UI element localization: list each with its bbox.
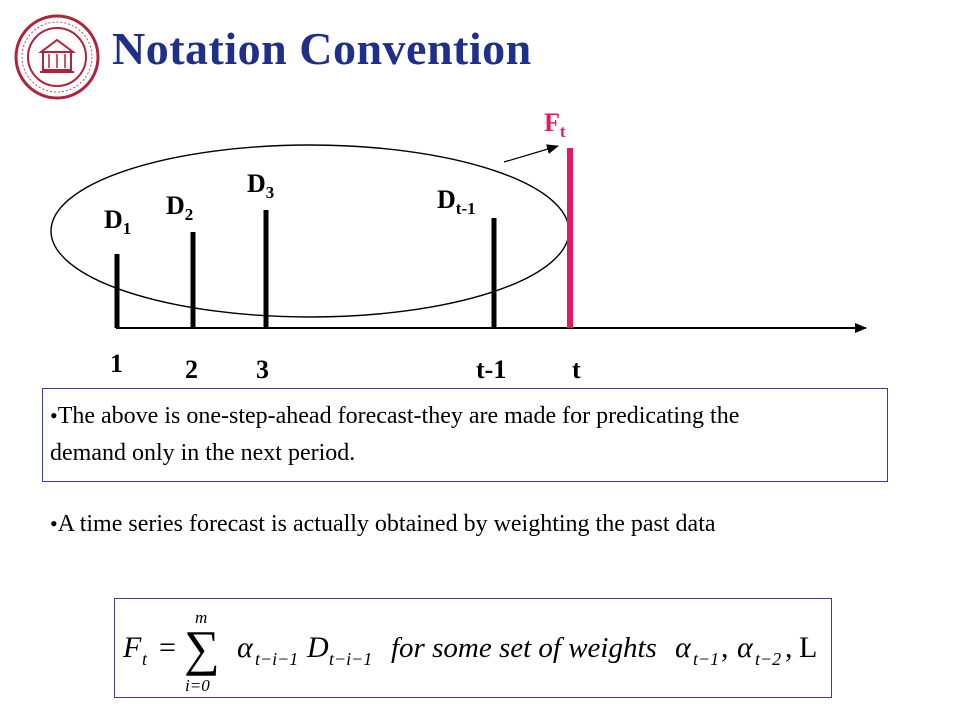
forecast-formula: F t = ∑ m i=0 α t−i−1 D t−i−1 for some s…: [122, 608, 817, 695]
formula-w1-sub: t−1: [693, 649, 719, 669]
formula-w1: α: [675, 631, 692, 664]
label-dt-1: Dt-1: [437, 185, 476, 218]
tick-1: 1: [110, 349, 123, 378]
bullet-1: •The above is one-step-ahead forecast-th…: [50, 397, 790, 472]
bullet-1-text: The above is one-step-ahead forecast-the…: [50, 403, 740, 466]
formula-lhs: F: [122, 631, 142, 664]
formula-lhs-sub: t: [142, 649, 148, 669]
tick-3: 3: [256, 355, 269, 384]
formula-box: F t = ∑ m i=0 α t−i−1 D t−i−1 for some s…: [114, 598, 832, 698]
formula-w2-sub: t−2: [755, 649, 781, 669]
label-ft: Ft: [544, 108, 566, 141]
formula-alpha: α: [237, 631, 254, 664]
university-seal-icon: [14, 14, 100, 100]
formula-text: for some set of weights: [391, 632, 657, 664]
label-d2: D2: [166, 191, 193, 224]
formula-equals: =: [159, 631, 176, 664]
formula-sep1: ,: [721, 631, 729, 664]
tick-2: 2: [185, 355, 198, 384]
formula-sigma: ∑: [184, 620, 220, 676]
formula-upper: m: [195, 608, 207, 627]
formula-w2: α: [737, 631, 754, 664]
formula-sep2: ,: [785, 631, 793, 664]
bullet-dot: •: [50, 403, 58, 428]
note-box: [42, 388, 888, 482]
formula-lower: i=0: [185, 676, 210, 695]
slide-title: Notation Convention: [112, 23, 532, 74]
bullet-2-text: A time series forecast is actually obtai…: [57, 511, 716, 537]
bullet-dot: •: [50, 511, 58, 536]
formula-d: D: [306, 631, 329, 664]
formula-d-sub: t−i−1: [329, 649, 372, 669]
label-d1: D1: [104, 205, 131, 238]
forecast-arrow: [503, 144, 559, 163]
formula-ellipsis: L: [799, 631, 817, 664]
bullet-2: •A time series forecast is actually obta…: [50, 505, 810, 543]
tick-t: t: [572, 355, 581, 384]
label-d3: D3: [247, 169, 274, 202]
formula-alpha-sub: t−i−1: [255, 649, 298, 669]
tick-t-1: t-1: [476, 355, 506, 384]
timeline-diagram: Ft D1 D2 D3 Dt-1 1 2 3 t-1 t: [50, 108, 867, 384]
